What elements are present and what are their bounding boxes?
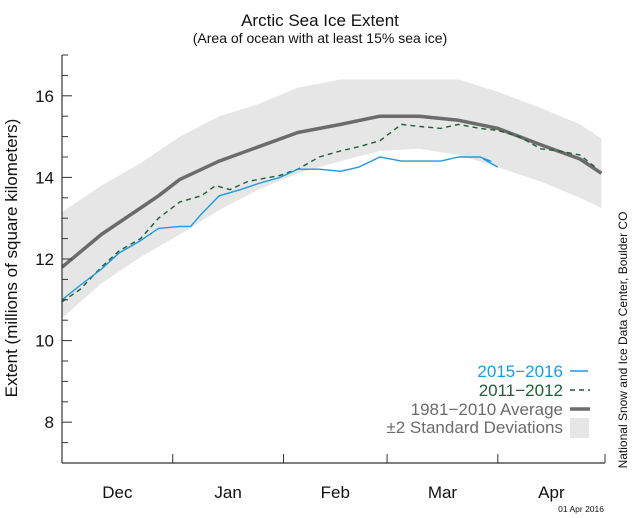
y-tick-label: 8 (45, 413, 54, 432)
x-tick-label: Feb (321, 483, 350, 502)
x-tick-label: Jan (214, 483, 241, 502)
y-tick-label: 16 (35, 87, 54, 106)
legend-marker-std-dev (570, 418, 589, 438)
credit-text: National Snow and Ice Data Center, Bould… (616, 212, 630, 469)
legend-label-2015-2016: 2015−2016 (477, 362, 563, 381)
legend: 2015−2016 2011−2012 1981−2010 Average ±2… (386, 362, 590, 438)
x-tick-label: Apr (538, 483, 565, 502)
y-tick-label: 12 (35, 250, 54, 269)
legend-label-std-dev: ±2 Standard Deviations (386, 418, 563, 437)
series-2015-2016-line (61, 156, 499, 301)
series-2011-2012-line (61, 123, 599, 303)
legend-label-2011-2012: 2011−2012 (479, 381, 563, 400)
y-axis-label: Extent (millions of square kilometers) (2, 119, 21, 398)
chart-title: Arctic Sea Ice Extent (241, 11, 399, 30)
y-ticks: 8 10 12 14 16 (35, 54, 72, 464)
std-dev-band (62, 79, 602, 319)
y-tick-label: 10 (35, 332, 54, 351)
date-stamp: 01 Apr 2016 (558, 504, 604, 514)
x-tick-label: Mar (428, 483, 458, 502)
y-tick-label: 14 (35, 168, 54, 187)
x-ticks: Dec Jan Feb Mar Apr (102, 454, 606, 502)
x-tick-label: Dec (102, 483, 133, 502)
legend-label-average: 1981−2010 Average (411, 400, 563, 419)
chart-subtitle: (Area of ocean with at least 15% sea ice… (193, 30, 447, 46)
